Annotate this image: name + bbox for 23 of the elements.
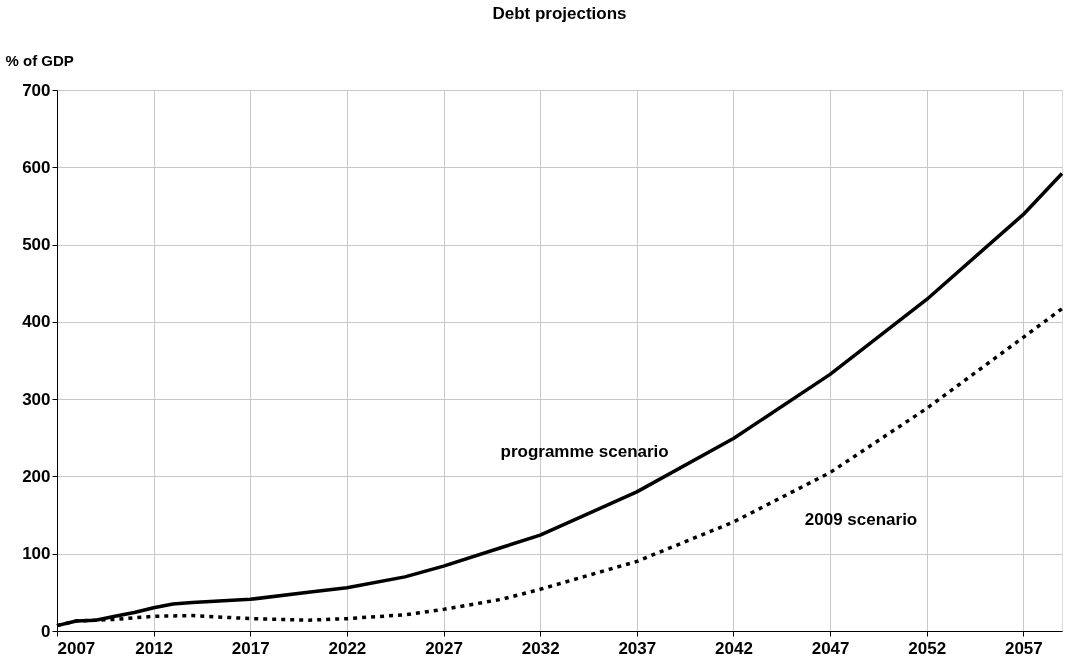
y-tick-label: 100	[22, 544, 51, 564]
x-tick-label: 2017	[231, 638, 270, 658]
x-tick-label: 2037	[618, 638, 657, 658]
x-tick-label: 2007	[57, 638, 96, 658]
y-tick-label: 700	[22, 80, 51, 100]
y-tick-label: 500	[22, 235, 51, 255]
x-tick-label: 2022	[328, 638, 367, 658]
y-tick-label: 200	[22, 466, 51, 486]
x-tick-label: 2052	[908, 638, 947, 658]
y-axis-title: % of GDP	[5, 51, 74, 69]
y-tick-label: 400	[22, 312, 51, 332]
y-tick-label: 0	[41, 621, 51, 641]
x-tick-label: 2027	[425, 638, 463, 658]
annotation: programme scenario	[500, 441, 669, 461]
x-tick-label: 2042	[715, 638, 753, 658]
chart-title: Debt projections	[492, 4, 627, 23]
x-tick-label: 2012	[135, 638, 174, 658]
y-tick-label: 300	[22, 389, 51, 409]
annotation: 2009 scenario	[804, 510, 918, 530]
x-tick-label: 2032	[521, 638, 560, 658]
x-tick-label: 2057	[1004, 638, 1043, 658]
x-tick-label: 2047	[811, 638, 850, 658]
y-tick-label: 600	[22, 157, 51, 177]
